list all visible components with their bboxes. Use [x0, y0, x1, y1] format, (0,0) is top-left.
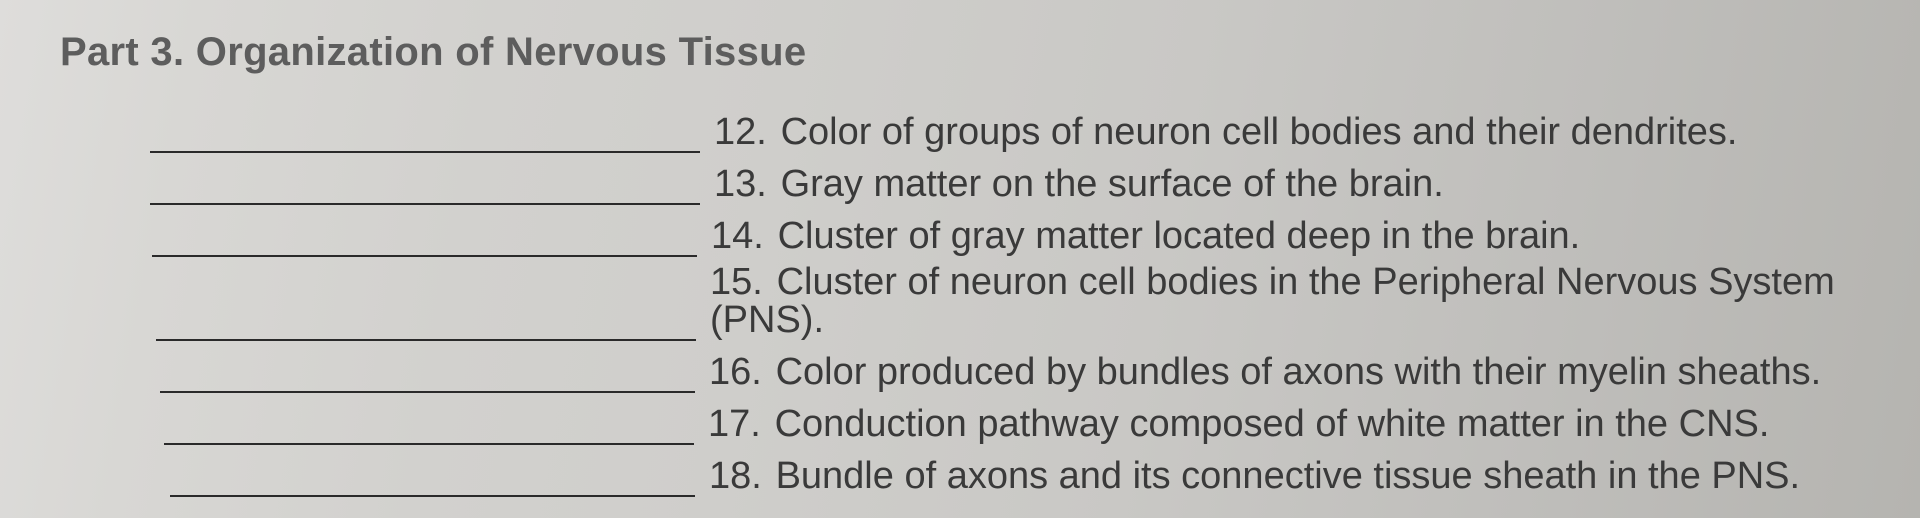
question-number: 14.: [711, 217, 767, 255]
question-list: 12. Color of groups of neuron cell bodie…: [60, 107, 1860, 497]
answer-blank[interactable]: [160, 347, 695, 393]
question-text: 12. Color of groups of neuron cell bodie…: [700, 113, 1737, 153]
question-number: 13.: [714, 165, 770, 203]
question-number: 15.: [710, 263, 766, 301]
question-number: 17.: [708, 405, 764, 443]
question-body: Cluster of neuron cell bodies in the Per…: [710, 261, 1835, 341]
answer-blank[interactable]: [170, 451, 695, 497]
question-body: Cluster of gray matter located deep in t…: [778, 215, 1581, 257]
question-row: 17. Conduction pathway composed of white…: [60, 399, 1860, 445]
question-text: 18. Bundle of axons and its connective t…: [695, 457, 1800, 497]
question-row: 14. Cluster of gray matter located deep …: [60, 211, 1860, 257]
question-row: 15. Cluster of neuron cell bodies in the…: [60, 263, 1860, 341]
question-body: Gray matter on the surface of the brain.: [781, 163, 1444, 205]
question-text: 15. Cluster of neuron cell bodies in the…: [696, 263, 1860, 341]
question-number: 16.: [709, 353, 765, 391]
answer-blank[interactable]: [150, 107, 700, 153]
question-body: Color produced by bundles of axons with …: [776, 351, 1822, 393]
question-row: 18. Bundle of axons and its connective t…: [60, 451, 1860, 497]
question-number: 18.: [709, 457, 765, 495]
question-text: 13. Gray matter on the surface of the br…: [700, 165, 1444, 205]
question-text: 16. Color produced by bundles of axons w…: [695, 353, 1821, 393]
question-body: Bundle of axons and its connective tissu…: [776, 455, 1801, 497]
question-row: 13. Gray matter on the surface of the br…: [60, 159, 1860, 205]
question-body: Conduction pathway composed of white mat…: [775, 403, 1770, 445]
section-heading: Part 3. Organization of Nervous Tissue: [60, 30, 1860, 75]
question-number: 12.: [714, 113, 770, 151]
question-body: Color of groups of neuron cell bodies an…: [781, 111, 1738, 153]
answer-blank[interactable]: [150, 159, 700, 205]
answer-blank[interactable]: [164, 399, 694, 445]
answer-blank[interactable]: [156, 295, 696, 341]
question-row: 12. Color of groups of neuron cell bodie…: [60, 107, 1860, 153]
question-text: 14. Cluster of gray matter located deep …: [697, 217, 1580, 257]
question-row: 16. Color produced by bundles of axons w…: [60, 347, 1860, 393]
question-text: 17. Conduction pathway composed of white…: [694, 405, 1769, 445]
answer-blank[interactable]: [152, 211, 697, 257]
